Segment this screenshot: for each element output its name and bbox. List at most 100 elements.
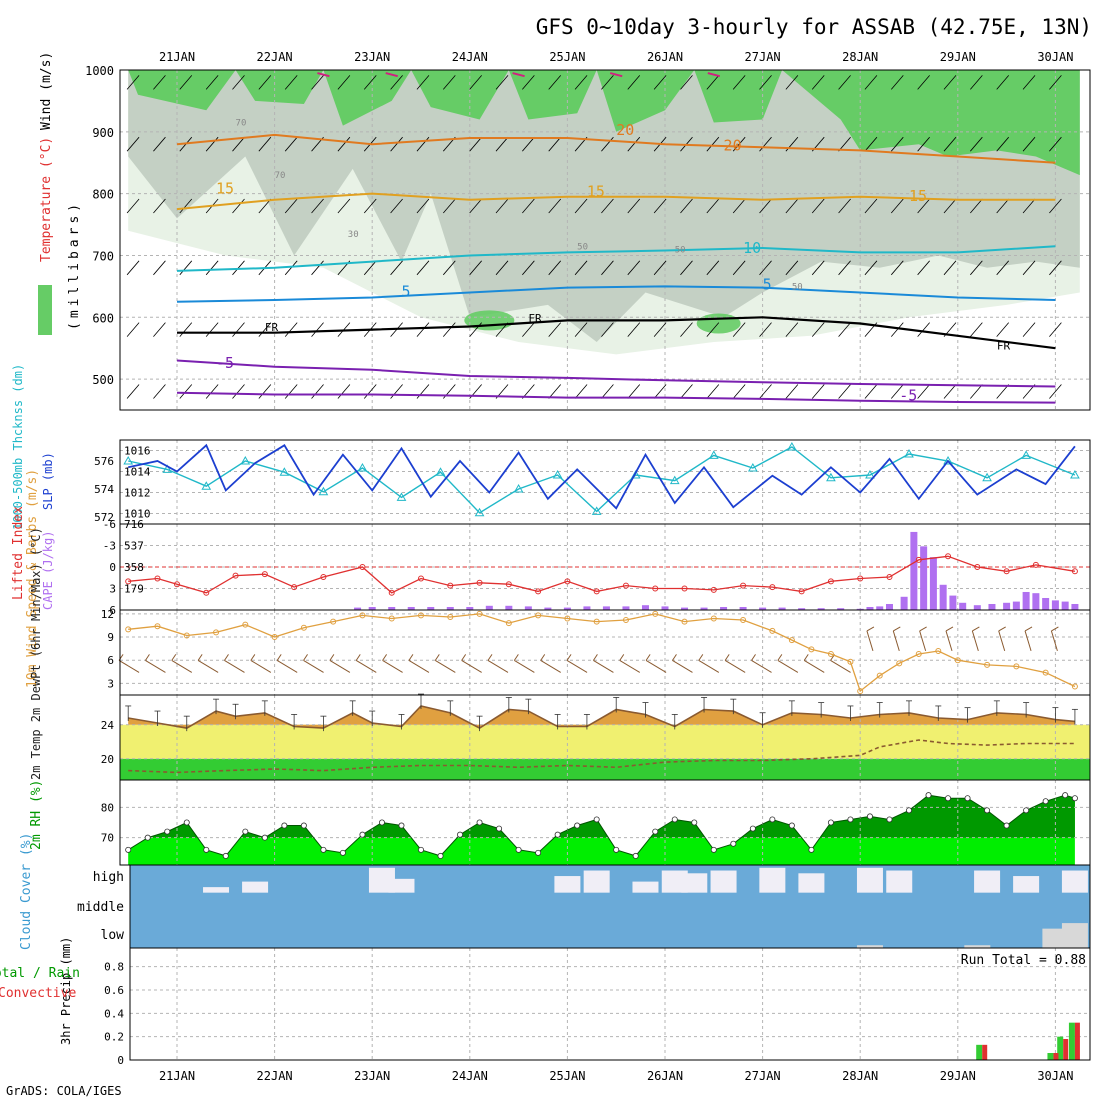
cloud-high-block	[1061, 870, 1088, 893]
wind-barb	[311, 384, 324, 399]
cape-bar	[929, 557, 937, 610]
wind-barb	[495, 260, 509, 276]
wind-barb	[179, 260, 193, 276]
wind-barb	[126, 136, 140, 152]
wind-barb	[943, 260, 957, 276]
wind-barb-10m	[698, 659, 720, 673]
y-tick-label-right: 1016	[124, 445, 151, 458]
cape-bar	[1071, 603, 1079, 610]
lifted-index-point	[1003, 568, 1010, 575]
lifted-index-point	[681, 585, 688, 592]
wind-barb	[548, 322, 562, 337]
wind-barb-10m	[893, 626, 901, 632]
wind-barb	[601, 384, 614, 399]
cloud-high-block	[203, 887, 230, 893]
wind-barb	[917, 322, 930, 337]
wind-barb	[337, 198, 351, 214]
wind-barb	[311, 260, 324, 276]
wind-barb	[179, 198, 193, 214]
rh-label: 50	[792, 282, 803, 292]
wind-speed-point	[915, 651, 922, 658]
rh-point	[398, 822, 405, 829]
wind-barb-10m	[250, 659, 272, 673]
wind-barb	[680, 75, 693, 90]
wind-barb-10m	[382, 654, 388, 661]
temp-band-yellow	[120, 724, 1090, 759]
wind-barb	[416, 260, 430, 276]
wind-barb	[706, 260, 720, 276]
wind-barb	[917, 384, 930, 399]
y-tick-label: 12	[101, 608, 114, 621]
cape-bar	[949, 595, 957, 610]
cloud-level-label: high	[93, 870, 124, 885]
rh-point	[1071, 795, 1078, 802]
wind-barb	[890, 384, 904, 399]
wind-barb	[838, 75, 851, 90]
wind-barb-10m	[751, 654, 756, 661]
wind-barb	[311, 75, 324, 90]
cape-bar	[876, 606, 884, 610]
wind-speed-point	[183, 632, 190, 639]
wind-barb	[732, 198, 746, 214]
lifted-index-point	[418, 575, 424, 582]
wind-barb	[785, 198, 799, 214]
wind-barb	[258, 75, 272, 90]
wind-barb	[337, 384, 351, 399]
date-label-top: 25JAN	[549, 50, 585, 64]
lifted-index-point	[945, 553, 952, 560]
precip-convective-bar	[1074, 1022, 1080, 1060]
wind-barb	[811, 260, 825, 276]
wind-barb-10m	[276, 659, 298, 673]
wind-barb-10m	[513, 654, 519, 661]
cloud-low-block	[1042, 928, 1069, 948]
lifted-index-point	[388, 589, 395, 596]
wind-barb	[153, 322, 166, 337]
wind-barb-10m	[487, 659, 509, 673]
date-label-bottom: 21JAN	[159, 1069, 195, 1083]
wind-barb	[943, 384, 957, 399]
y-tick-label: 600	[92, 311, 114, 325]
cape-bar	[759, 607, 767, 610]
wind-barb-10m	[461, 659, 482, 673]
y-tick-label-right: 1014	[124, 466, 151, 479]
cape-bar	[354, 607, 362, 610]
ylabel-wind: Wind (m/s)	[39, 52, 54, 130]
rh-point	[281, 822, 288, 829]
wind-speed-point	[1013, 663, 1020, 670]
thickness-point	[240, 455, 251, 465]
cape-bar	[466, 606, 474, 610]
wind-barb	[179, 384, 193, 399]
wind-barb	[258, 322, 272, 337]
thickness-point	[591, 506, 602, 515]
lifted-index-point	[652, 585, 659, 592]
lifted-index-point	[798, 588, 805, 595]
wind-barb	[706, 136, 720, 152]
wind-barb-10m	[329, 659, 351, 673]
wind-barb	[785, 384, 799, 399]
wind-barb	[258, 384, 272, 399]
y-tick-label: 800	[92, 188, 114, 202]
y-tick-label: 500	[92, 373, 114, 387]
wind-barb	[495, 198, 509, 214]
wind-speed-point	[1071, 683, 1078, 690]
rh-point	[671, 816, 678, 823]
rh-point	[125, 846, 132, 853]
wind-barb	[811, 322, 825, 337]
wind-barb-10m	[777, 659, 799, 673]
wind-barb	[522, 136, 535, 152]
wind-barb	[970, 198, 983, 214]
wind-speed-point	[740, 617, 747, 624]
wind-barb	[205, 260, 219, 276]
wind-barb-10m	[972, 626, 980, 632]
wind-barb-10m	[1024, 626, 1033, 632]
ylabel-rh2m: 2m RH (%)	[29, 780, 44, 850]
wind-barb	[416, 322, 430, 337]
wind-barb	[126, 322, 140, 337]
wind-barb-10m	[998, 626, 1006, 632]
y-tick-label: 24	[101, 719, 115, 732]
wind-barb-10m	[672, 659, 693, 673]
wind-speed-point	[242, 621, 249, 628]
wind-barb	[601, 260, 614, 276]
cape-bar	[446, 606, 454, 610]
